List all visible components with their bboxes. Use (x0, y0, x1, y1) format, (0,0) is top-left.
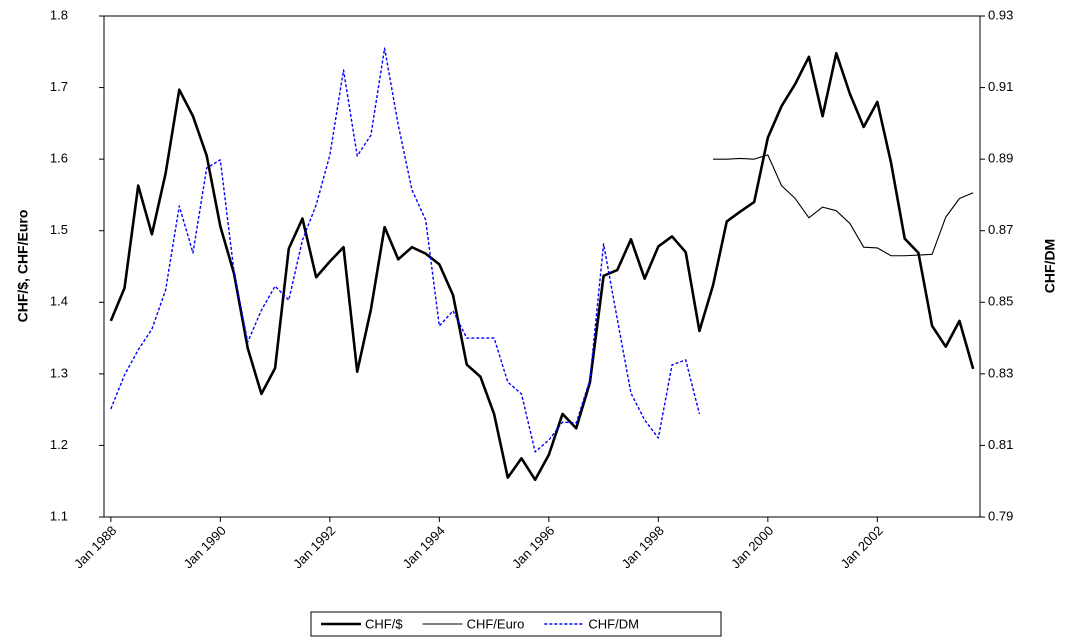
y2-tick-label: 0.81 (988, 437, 1013, 452)
y-tick-label: 1.2 (50, 437, 68, 452)
series-line (109, 51, 975, 482)
y-tick-label: 1.6 (50, 151, 68, 166)
y2-tick-label: 0.87 (988, 222, 1013, 237)
y-tick-label: 1.1 (50, 508, 68, 523)
legend-label: CHF/$ (365, 616, 403, 631)
y2-tick-label: 0.83 (988, 365, 1013, 380)
x-tick-label: Jan 2002 (837, 523, 885, 571)
series-line (110, 47, 701, 453)
y2-tick-label: 0.93 (988, 7, 1013, 22)
plot-area (103, 15, 981, 518)
y2-tick-label: 0.79 (988, 508, 1013, 523)
legend-label: CHF/DM (588, 616, 639, 631)
x-tick-label: Jan 1990 (180, 523, 228, 571)
legend-box (310, 611, 722, 637)
y2-tick-label: 0.85 (988, 294, 1013, 309)
y-tick-label: 1.3 (50, 365, 68, 380)
x-tick-label: Jan 1992 (290, 523, 338, 571)
y-tick-label: 1.8 (50, 7, 68, 22)
x-tick-label: Jan 2000 (728, 523, 776, 571)
legend: CHF/$ CHF/Euro CHF/DM (310, 611, 722, 637)
y-tick-label: 1.5 (50, 222, 68, 237)
x-tick-label: Jan 1996 (509, 523, 557, 571)
y2-axis-title: CHF/DM (1042, 239, 1058, 293)
y-axis-title: CHF/$, CHF/Euro (15, 210, 31, 323)
x-tick-label: Jan 1998 (618, 523, 666, 571)
legend-label: CHF/Euro (467, 616, 525, 631)
series-line (713, 154, 974, 257)
y-tick-label: 1.4 (50, 294, 68, 309)
x-tick-label: Jan 1994 (399, 523, 447, 571)
y-tick-label: 1.7 (50, 79, 68, 94)
x-tick-label: Jan 1988 (71, 523, 119, 571)
y2-tick-label: 0.89 (988, 151, 1013, 166)
y2-tick-label: 0.91 (988, 79, 1013, 94)
